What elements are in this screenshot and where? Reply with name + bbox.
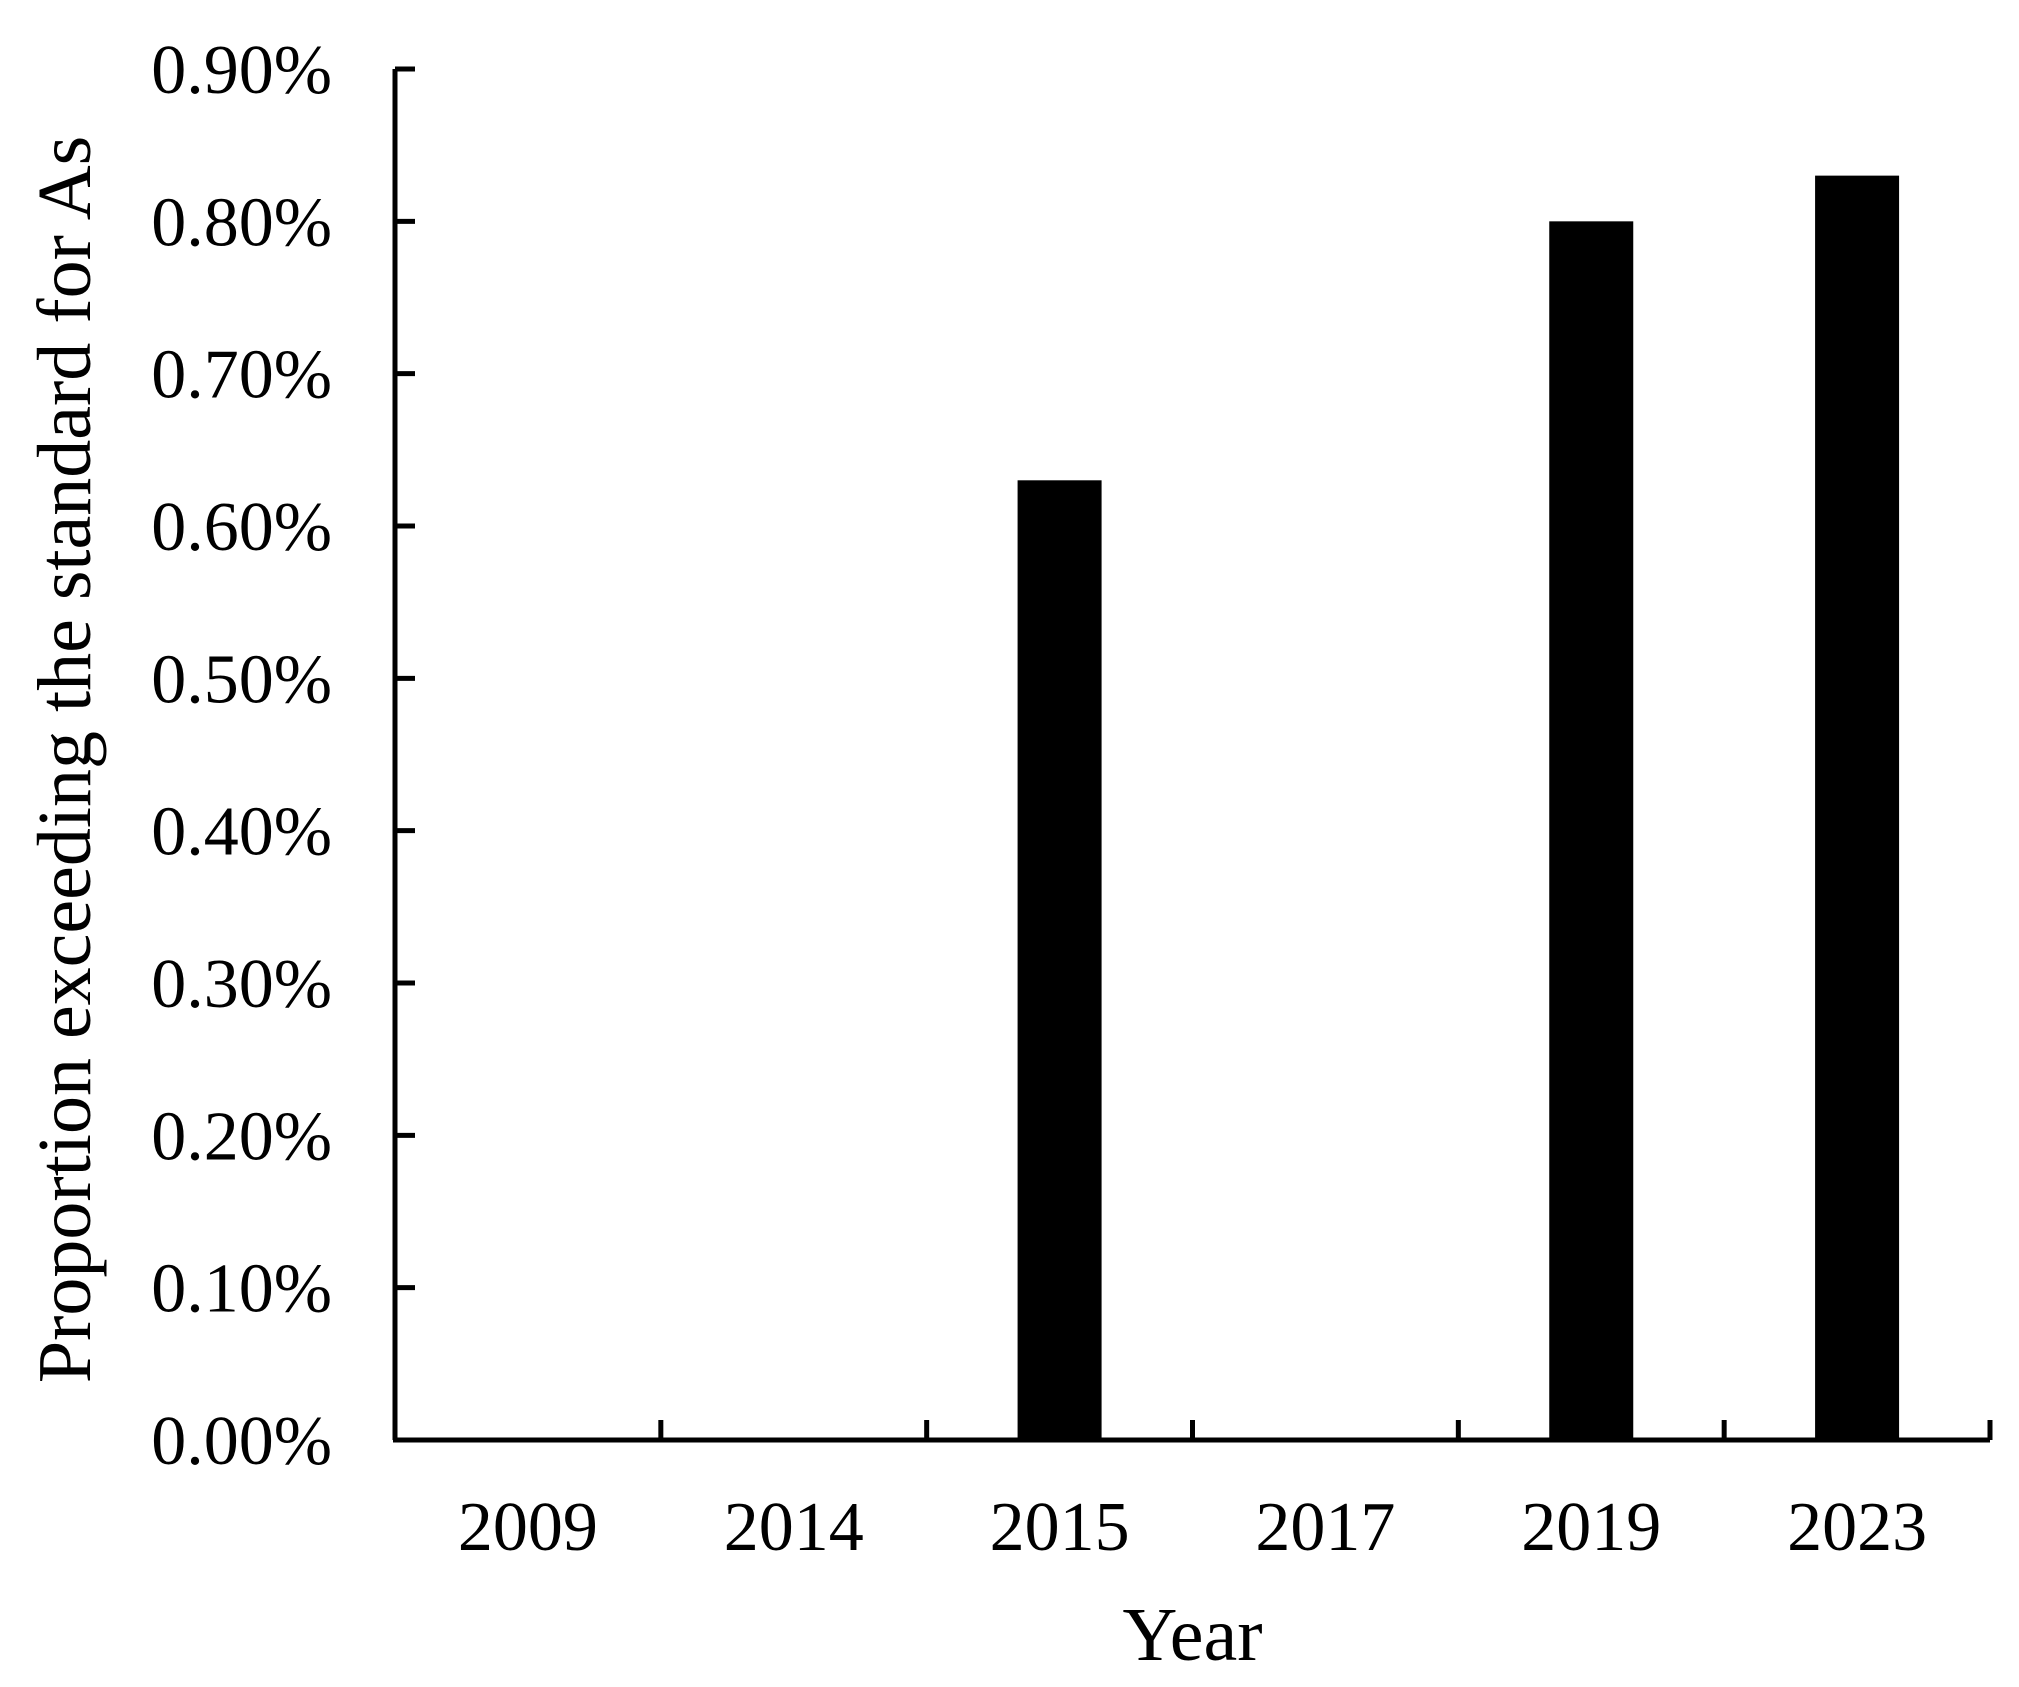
y-tick-label: 0.60% (151, 489, 332, 566)
bars (1017, 175, 1900, 1441)
y-tick-label: 0.90% (151, 32, 332, 109)
y-tick-label: 0.50% (151, 641, 332, 718)
x-tick-label: 2019 (1521, 1489, 1661, 1566)
bar-2019 (1549, 221, 1634, 1440)
x-tick-label: 2014 (724, 1489, 864, 1566)
y-tick-label: 0.80% (151, 184, 332, 261)
x-axis-title: Year (1122, 1593, 1262, 1677)
y-tick-label: 0.10% (151, 1251, 332, 1328)
y-tick-label: 0.30% (151, 946, 332, 1023)
x-tick-label: 2023 (1787, 1489, 1927, 1566)
y-tick-label: 0.70% (151, 337, 332, 414)
x-tick-label: 2015 (990, 1489, 1130, 1566)
y-tick-label: 0.20% (151, 1098, 332, 1175)
bar-2015 (1017, 480, 1102, 1440)
x-axis: 2009 2014 2015 2017 2019 2023 (393, 1420, 1993, 1566)
y-tick-label: 0.40% (151, 794, 332, 871)
y-tick-label: 0.00% (151, 1403, 332, 1480)
x-tick-label: 2009 (458, 1489, 598, 1566)
x-tick-label: 2017 (1255, 1489, 1395, 1566)
y-axis: 0.00% 0.10% 0.20% 0.30% 0.40% 0.50% 0.60% 0.70%… (151, 32, 415, 1480)
y-axis-title: Proportion exceeding the standard for As (23, 136, 107, 1383)
bar-2023 (1815, 175, 1900, 1441)
